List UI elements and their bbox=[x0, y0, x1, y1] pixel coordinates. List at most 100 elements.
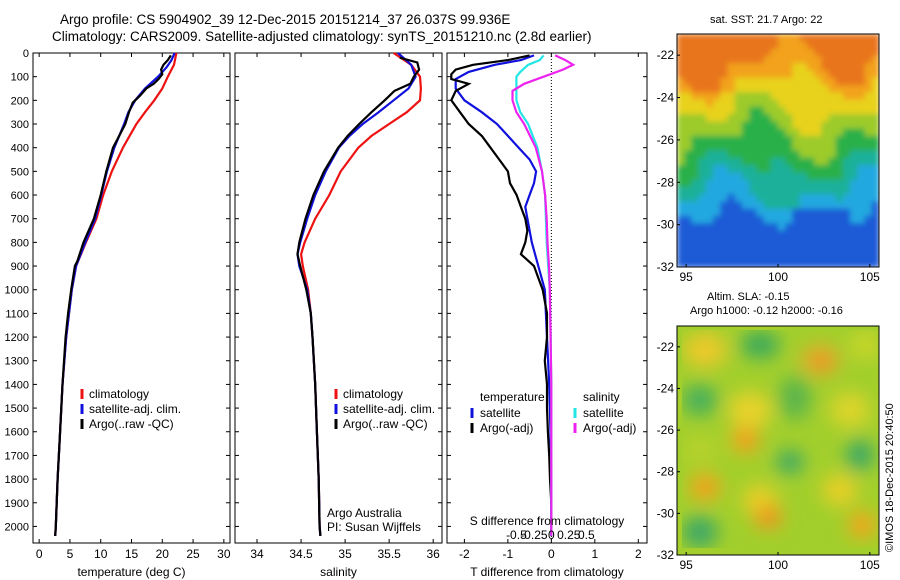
sst-cell bbox=[705, 186, 714, 195]
sst-cell bbox=[691, 135, 700, 144]
sst-cell bbox=[741, 237, 750, 246]
sst-cell bbox=[857, 186, 866, 195]
sst-cell bbox=[792, 237, 801, 246]
x-tick-label: 15 bbox=[125, 547, 139, 561]
sst-cell bbox=[835, 85, 844, 93]
sst-cell bbox=[785, 77, 793, 86]
sst-cell bbox=[720, 121, 729, 130]
y-tick-label: 700 bbox=[11, 214, 29, 226]
sst-cell bbox=[749, 85, 757, 93]
sst-cell bbox=[734, 34, 743, 42]
sst-cell bbox=[684, 92, 692, 101]
sst-cell bbox=[835, 150, 844, 159]
sst-cell bbox=[828, 259, 837, 267]
sst-cell bbox=[734, 70, 743, 79]
sst-cell bbox=[785, 186, 793, 195]
sst-cell bbox=[792, 201, 801, 210]
sst-cell bbox=[741, 194, 750, 203]
sst-cell bbox=[770, 135, 779, 144]
sst-cell bbox=[871, 157, 879, 166]
sst-cell bbox=[799, 150, 808, 159]
legend-group-temperature: temperature bbox=[480, 390, 545, 404]
sst-cell bbox=[720, 179, 729, 188]
sst-cell bbox=[871, 135, 879, 144]
sst-cell bbox=[677, 259, 685, 267]
sst-cell bbox=[828, 41, 837, 50]
sst-cell bbox=[734, 179, 743, 188]
sst-cell bbox=[806, 41, 815, 50]
sst-cell bbox=[821, 259, 830, 267]
sst-cell bbox=[871, 165, 879, 173]
map-y-tick-label: -24 bbox=[657, 91, 675, 105]
sst-cell bbox=[705, 143, 714, 152]
sst-cell bbox=[691, 223, 700, 232]
sst-cell bbox=[828, 237, 837, 246]
sst-cell bbox=[821, 179, 830, 188]
sst-cell bbox=[864, 92, 873, 101]
legend-label: Argo(-adj) bbox=[480, 421, 533, 435]
sst-cell bbox=[785, 135, 793, 144]
sst-cell bbox=[727, 92, 736, 101]
sst-cell bbox=[835, 77, 844, 86]
sst-cell bbox=[835, 128, 844, 137]
sst-cell bbox=[850, 201, 858, 210]
salinity-x-tick-label: 0 bbox=[548, 528, 555, 542]
sst-cell bbox=[705, 48, 714, 57]
sst-cell bbox=[850, 150, 858, 159]
sst-cell bbox=[792, 34, 801, 42]
sst-cell bbox=[850, 41, 858, 50]
sst-cell bbox=[864, 201, 873, 210]
sst-cell bbox=[806, 259, 815, 267]
sst-cell bbox=[734, 128, 743, 137]
sst-cell bbox=[864, 55, 873, 64]
y-tick-label: 1900 bbox=[5, 498, 29, 510]
sst-cell bbox=[799, 201, 808, 210]
sst-cell bbox=[842, 150, 851, 159]
sst-cell bbox=[727, 252, 736, 261]
map-y-tick-label: -22 bbox=[657, 340, 675, 354]
sst-cell bbox=[857, 179, 866, 188]
sst-cell bbox=[713, 259, 721, 267]
diff-series-line bbox=[454, 54, 553, 536]
sst-cell bbox=[842, 143, 851, 152]
sst-cell bbox=[713, 201, 721, 210]
legend-label: satellite bbox=[583, 406, 624, 420]
map-x-tick-label: 105 bbox=[860, 270, 880, 284]
sst-cell bbox=[734, 259, 743, 267]
sst-cell bbox=[727, 48, 736, 57]
map-y-tick-label: -26 bbox=[657, 423, 675, 437]
sst-cell bbox=[792, 114, 801, 122]
sst-cell bbox=[857, 208, 866, 217]
sst-cell bbox=[842, 237, 851, 246]
sst-cell bbox=[778, 194, 786, 203]
sst-cell bbox=[677, 252, 685, 261]
sla-blob bbox=[728, 392, 772, 428]
sla-blob bbox=[740, 331, 780, 359]
sst-cell bbox=[713, 121, 721, 130]
y-tick-label: 800 bbox=[11, 237, 29, 249]
sst-cell bbox=[770, 114, 779, 122]
sst-cell bbox=[749, 186, 757, 195]
sst-cell bbox=[871, 85, 879, 93]
sst-cell bbox=[770, 99, 779, 108]
sst-cell bbox=[814, 114, 822, 122]
sst-cell bbox=[684, 121, 692, 130]
sst-cell bbox=[842, 216, 851, 224]
sst-cell bbox=[684, 165, 692, 173]
sst-cell bbox=[691, 99, 700, 108]
sst-cell bbox=[698, 128, 707, 137]
sst-cell bbox=[727, 63, 736, 71]
sst-cell bbox=[720, 77, 729, 86]
sst-cell bbox=[727, 85, 736, 93]
sst-cell bbox=[814, 143, 822, 152]
sst-cell bbox=[749, 77, 757, 86]
sst-cell bbox=[734, 252, 743, 261]
x-tick-label: 30 bbox=[217, 547, 231, 561]
sst-cell bbox=[842, 179, 851, 188]
sst-cell bbox=[684, 41, 692, 50]
sst-cell bbox=[871, 114, 879, 122]
sst-cell bbox=[770, 223, 779, 232]
series-line-argo bbox=[54, 54, 172, 536]
sst-cell bbox=[677, 41, 685, 50]
x-tick-label: 34 bbox=[250, 547, 264, 561]
